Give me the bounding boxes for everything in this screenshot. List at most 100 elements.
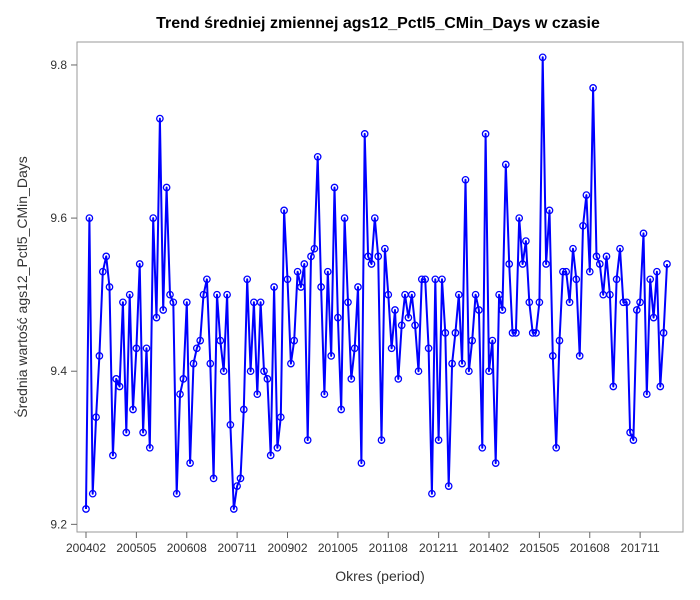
data-point: [609, 382, 618, 391]
data-point: [112, 375, 121, 383]
data-point: [226, 420, 235, 429]
data-point: [619, 298, 628, 307]
data-point: [297, 283, 305, 291]
x-tick-label: 200608: [167, 541, 207, 555]
data-point: [179, 375, 188, 383]
data-point: [142, 344, 151, 353]
data-point: [313, 152, 322, 161]
y-tick-label: 9.2: [50, 517, 67, 531]
x-tick-label: 200402: [66, 541, 106, 555]
data-point: [213, 290, 221, 299]
data-point: [646, 275, 655, 284]
data-point: [357, 459, 366, 467]
data-point: [219, 367, 228, 376]
data-point: [478, 443, 487, 452]
data-point: [105, 283, 114, 291]
data-point: [495, 290, 503, 299]
data-point: [209, 474, 218, 483]
data-point: [122, 428, 131, 437]
data-point: [562, 267, 571, 276]
data-point: [387, 344, 396, 353]
data-point: [653, 267, 661, 276]
data-point: [565, 298, 574, 307]
data-point: [239, 405, 248, 414]
data-point: [256, 298, 265, 307]
data-point: [542, 260, 550, 268]
data-point: [82, 505, 90, 513]
data-point: [270, 283, 278, 291]
data-point: [548, 352, 557, 360]
data-point: [344, 298, 352, 307]
data-point: [253, 390, 262, 399]
data-point: [263, 375, 272, 383]
data-point: [330, 183, 339, 192]
data-point: [629, 436, 638, 444]
data-point: [243, 275, 252, 284]
y-tick-label: 9.4: [50, 364, 67, 378]
x-tick-label: 201005: [318, 541, 358, 555]
data-point: [468, 336, 477, 345]
data-point: [374, 252, 383, 261]
data-point: [428, 489, 436, 498]
data-point: [438, 275, 446, 284]
chart-title: Trend średniej zmiennej ags12_Pctl5_CMin…: [156, 15, 600, 32]
data-point: [582, 191, 591, 199]
data-point: [280, 206, 288, 215]
data-point: [307, 252, 315, 261]
data-point: [572, 275, 581, 284]
data-point: [512, 329, 520, 337]
data-point: [88, 489, 97, 498]
data-point: [129, 405, 137, 414]
data-point: [273, 443, 282, 452]
data-point: [485, 367, 493, 376]
data-point: [276, 413, 285, 422]
data-point: [394, 375, 403, 383]
data-point: [384, 290, 393, 299]
data-point: [98, 267, 107, 276]
data-point: [612, 275, 621, 284]
data-series: [82, 53, 671, 513]
plot-area: [76, 41, 684, 533]
data-point: [424, 344, 433, 353]
data-point: [186, 459, 194, 467]
data-point: [515, 214, 524, 222]
data-point: [132, 344, 141, 353]
data-point: [498, 306, 507, 314]
data-point: [622, 298, 631, 307]
data-point: [585, 267, 594, 276]
data-point: [370, 214, 379, 222]
data-point: [196, 336, 205, 345]
x-tick-label: 200902: [267, 541, 307, 555]
data-point: [95, 352, 104, 360]
data-point: [663, 260, 671, 268]
data-point: [327, 352, 336, 360]
data-point: [458, 359, 466, 368]
data-point: [283, 275, 292, 284]
data-point: [266, 451, 275, 460]
data-point: [303, 436, 312, 444]
data-point: [323, 267, 332, 276]
data-point: [189, 359, 198, 368]
data-point: [337, 405, 346, 414]
data-point: [421, 275, 430, 284]
data-point: [522, 237, 530, 245]
data-point: [444, 482, 453, 490]
data-point: [589, 84, 597, 92]
data-point: [616, 244, 624, 253]
data-point: [491, 459, 500, 467]
data-point: [199, 290, 208, 299]
data-point: [92, 413, 100, 422]
x-tick-label: 201108: [369, 541, 408, 555]
data-point: [656, 382, 665, 391]
data-point: [172, 489, 181, 498]
x-tick-label: 201711: [621, 541, 660, 555]
data-point: [145, 443, 154, 452]
data-point: [381, 244, 389, 253]
data-point: [391, 306, 399, 314]
data-point: [505, 260, 514, 268]
data-point: [488, 336, 497, 345]
data-point: [575, 352, 584, 360]
y-tick-label: 9.6: [50, 211, 67, 225]
data-point: [532, 329, 540, 337]
